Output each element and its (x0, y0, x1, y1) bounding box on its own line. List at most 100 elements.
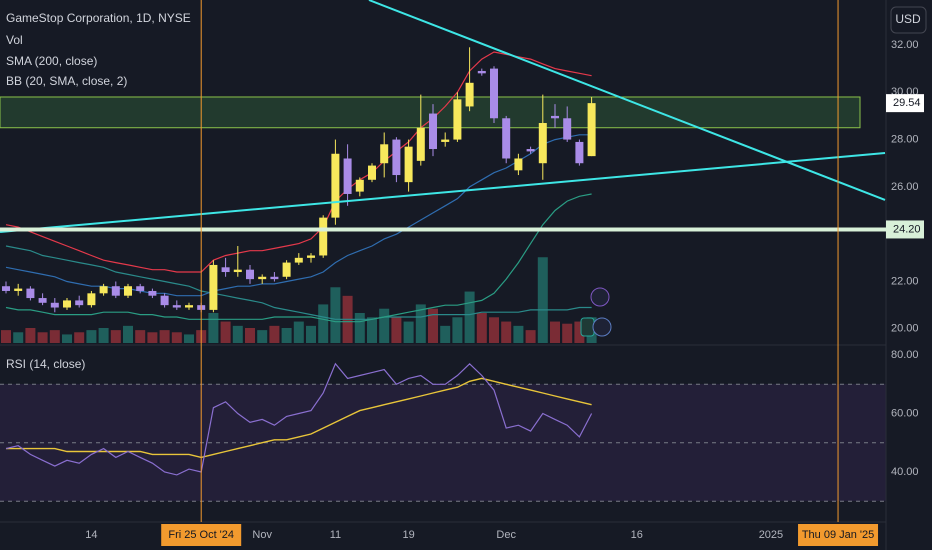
crosshair-label: Thu 09 Jan '25 (802, 529, 874, 541)
volume-bar (159, 330, 170, 343)
bb-upper (5, 51, 592, 273)
volume-bar (110, 330, 121, 343)
candle-body (99, 286, 108, 294)
icon[interactable] (590, 287, 610, 307)
y-tick-label: 28.00 (891, 133, 919, 145)
candle-body (563, 118, 572, 140)
y-tick-label: 32.00 (891, 39, 919, 51)
candle-body (124, 286, 132, 296)
legend-rsi: RSI (14, close) (6, 357, 85, 371)
x-tick-label: 2025 (759, 529, 783, 541)
candle-body (477, 70, 486, 74)
crosshair-label-box (798, 524, 879, 546)
volume-bar (245, 327, 255, 343)
volume-bar (25, 327, 36, 343)
level-label-box (886, 220, 924, 239)
volume-bar (476, 312, 487, 343)
candle-body (209, 264, 218, 310)
rsi-ma-line (6, 377, 592, 459)
legend-volume: Vol (6, 33, 23, 47)
volume-bar (306, 325, 316, 343)
rsi-tick-label: 40.00 (891, 466, 919, 478)
volume-bar (269, 325, 280, 343)
volume-bar (537, 257, 548, 343)
candle-body (2, 286, 10, 291)
trendline (0, 152, 886, 234)
candle-body (258, 276, 267, 280)
candle-body (404, 146, 413, 183)
volume-bar (147, 332, 158, 343)
candle-body (538, 123, 547, 164)
legend: GameStop Corporation, 1D, NYSE Vol SMA (… (6, 11, 191, 371)
candle-body (172, 305, 181, 308)
volume-bar (318, 304, 329, 343)
candle-body (392, 139, 401, 176)
crosshair-label-box (161, 524, 242, 546)
candle-body (185, 305, 193, 308)
x-tick-label: Dec (496, 529, 516, 541)
candle-body (587, 103, 596, 157)
candle-body (111, 286, 120, 296)
candle-body (246, 269, 254, 280)
candle-body (514, 158, 523, 171)
volume-bar (171, 332, 182, 343)
volume-bar (367, 317, 377, 343)
candle-body (221, 267, 230, 273)
bb-lower (5, 193, 592, 323)
sma-line (5, 245, 592, 320)
volume-bar (428, 308, 438, 343)
price-label: 29.54 (893, 97, 921, 109)
candle-body (453, 99, 462, 140)
y-tick-label: 20.00 (891, 323, 919, 335)
volume-bar (74, 332, 85, 343)
candle-body (441, 139, 450, 142)
x-tick-label: 14 (85, 529, 97, 541)
level-label: 24.20 (893, 223, 921, 235)
volume-bar (391, 317, 402, 343)
volume-bar (37, 332, 48, 343)
volume-bar (49, 330, 60, 343)
candle-body (355, 179, 364, 192)
candle-body (160, 295, 169, 306)
volume-bar (330, 287, 341, 343)
icon[interactable] (580, 317, 595, 337)
candle-body (526, 149, 535, 152)
volume-bar (452, 317, 463, 343)
volume-bar (232, 325, 243, 343)
y-tick-label: 26.00 (891, 181, 919, 193)
x-tick-label: 19 (402, 529, 414, 541)
volume-bar (184, 334, 194, 343)
candle-body (75, 300, 84, 306)
candle-body (87, 293, 96, 306)
candle-body (331, 153, 340, 218)
volume-bar (123, 325, 133, 343)
volume-bar (550, 321, 560, 343)
candle-body (50, 302, 59, 308)
chart-title: GameStop Corporation, 1D, NYSE (6, 11, 191, 25)
volume-bar (415, 304, 426, 343)
volume-bar (257, 330, 268, 343)
candle-body (343, 158, 352, 194)
volume-bar (574, 321, 585, 343)
indicator-icons (580, 287, 612, 337)
volume-bar (525, 330, 536, 343)
volume-bar (98, 327, 109, 343)
candle-body (319, 217, 328, 256)
rsi-tick-label: 60.00 (891, 407, 919, 419)
volume-bar (220, 321, 231, 343)
candle-body (38, 298, 47, 303)
candle-body (136, 286, 145, 291)
legend-bb: BB (20, SMA, close, 2) (6, 74, 127, 88)
candle-body (148, 290, 157, 296)
volume-bar (501, 321, 512, 343)
currency-label[interactable]: USD (895, 12, 921, 26)
currency-button[interactable] (890, 6, 927, 34)
icon[interactable] (592, 317, 612, 337)
volume-bar (13, 332, 24, 343)
candle-body (294, 257, 303, 263)
volume-bar (489, 317, 499, 343)
volume-bar (1, 330, 11, 343)
volume-bar (62, 334, 72, 343)
